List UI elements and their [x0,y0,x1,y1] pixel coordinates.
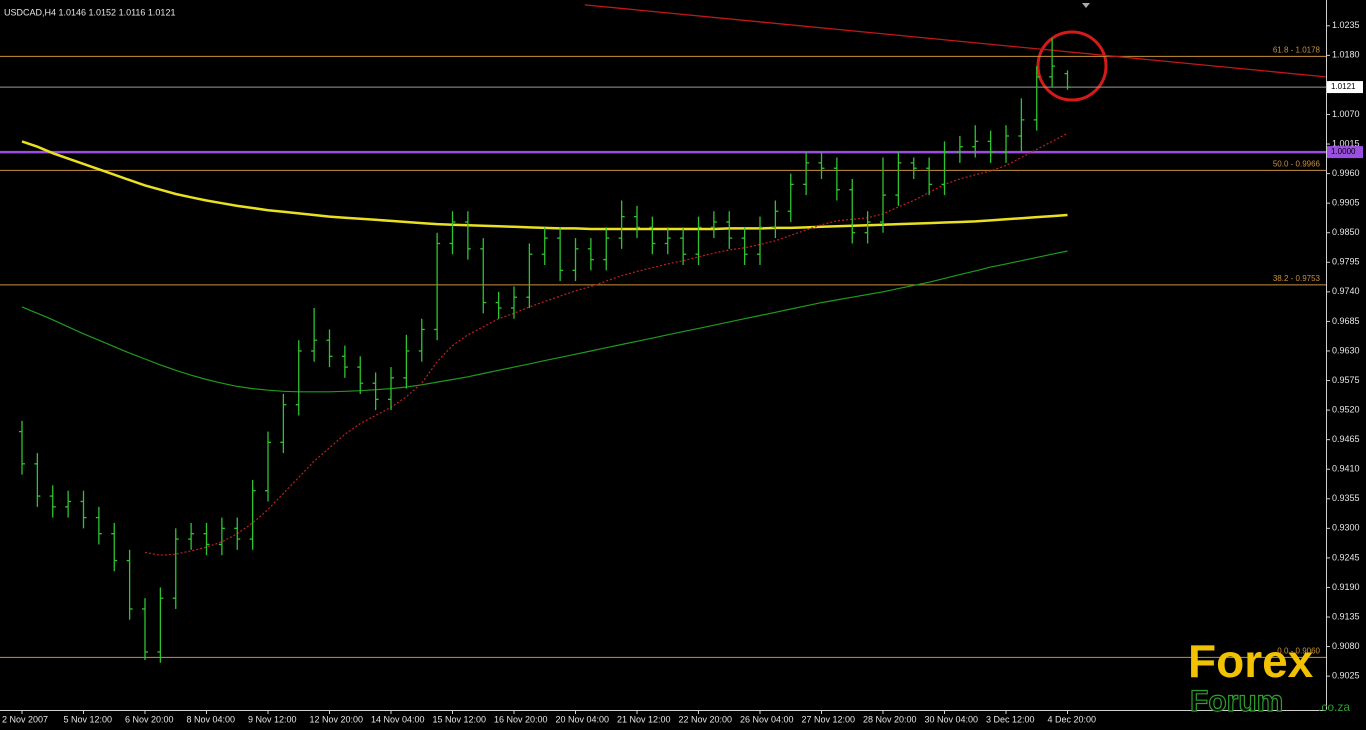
logo-first: Forex [1188,635,1314,687]
x-tick-label: 20 Nov 04:00 [556,714,610,724]
y-tick-label: 0.9025 [1332,671,1360,681]
y-tick-label: 0.9355 [1332,493,1360,503]
price-marker-label: 1.0000 [1331,147,1356,156]
level-label: 38.2 - 0.9753 [1273,274,1321,283]
y-tick-label: 0.9850 [1332,227,1360,237]
y-tick-label: 0.9740 [1332,286,1360,296]
level-label: 0.0 - 0.9060 [1277,646,1320,655]
y-tick-label: 0.9300 [1332,523,1360,533]
y-tick-label: 0.9795 [1332,257,1360,267]
highlight-circle [1036,30,1108,102]
logo-domain: .co.za [1318,700,1350,714]
shift-marker [1082,3,1090,8]
price-marker [1327,146,1363,159]
y-tick-label: 0.9465 [1332,434,1360,444]
level-label: 50.0 - 0.9966 [1273,159,1321,168]
x-tick-label: 22 Nov 20:00 [679,714,733,724]
y-tick-label: 0.9080 [1332,641,1360,651]
trend-line [584,4,1326,78]
y-tick-label: 0.9245 [1332,552,1360,562]
y-tick-label: 0.9685 [1332,316,1360,326]
level-label: 61.8 - 1.0178 [1273,46,1321,55]
y-tick-label: 1.0180 [1332,50,1360,60]
y-tick-label: 0.9135 [1332,611,1360,621]
x-tick-label: 6 Nov 20:00 [125,714,174,724]
x-tick-label: 30 Nov 04:00 [925,714,979,724]
y-tick-label: 0.9520 [1332,404,1360,414]
x-tick-label: 5 Nov 12:00 [64,714,113,724]
x-tick-label: 14 Nov 04:00 [371,714,425,724]
moving-average [21,250,1068,393]
moving-average [144,132,1068,556]
x-tick-label: 27 Nov 12:00 [802,714,856,724]
y-tick-label: 0.9410 [1332,464,1360,474]
logo-second: Forum [1190,685,1283,718]
y-tick-label: 1.0015 [1332,138,1360,148]
x-tick-label: 3 Dec 12:00 [986,714,1035,724]
y-tick-label: 0.9190 [1332,582,1360,592]
x-tick-label: 4 Dec 20:00 [1048,714,1097,724]
y-tick-label: 1.0070 [1332,109,1360,119]
x-tick-label: 16 Nov 20:00 [494,714,548,724]
x-tick-label: 15 Nov 12:00 [433,714,487,724]
y-tick-label: 0.9960 [1332,168,1360,178]
y-tick-label: 1.0235 [1332,20,1360,30]
price-marker-label: 1.0121 [1331,82,1356,91]
price-marker [1327,81,1363,94]
y-tick-label: 0.9575 [1332,375,1360,385]
x-tick-label: 21 Nov 12:00 [617,714,671,724]
x-tick-label: 12 Nov 20:00 [310,714,364,724]
x-tick-label: 28 Nov 20:00 [863,714,917,724]
x-tick-label: 26 Nov 04:00 [740,714,794,724]
chart-title: USDCAD,H4 1.0146 1.0152 1.0116 1.0121 [4,7,175,17]
y-tick-label: 0.9905 [1332,198,1360,208]
x-tick-label: 2 Nov 2007 [2,714,48,724]
y-tick-label: 0.9630 [1332,345,1360,355]
x-tick-label: 9 Nov 12:00 [248,714,297,724]
x-tick-label: 8 Nov 04:00 [187,714,236,724]
